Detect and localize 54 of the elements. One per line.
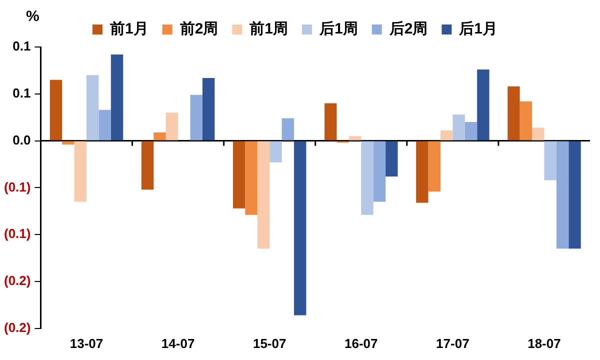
legend-label: 后1月 (458, 20, 498, 38)
x-tick-label: 18-07 (528, 336, 561, 351)
bar (202, 78, 215, 140)
legend-label: 后2周 (388, 20, 428, 38)
legend-label: 前1月 (108, 20, 148, 38)
y-axis-title: % (26, 8, 40, 25)
bar (98, 110, 111, 140)
legend-label: 前1周 (248, 20, 288, 38)
legend-label: 前2周 (178, 20, 218, 38)
x-tick-label: 16-07 (344, 336, 378, 351)
bar (86, 75, 99, 140)
bar (74, 141, 87, 202)
bar (568, 141, 581, 249)
bar (508, 86, 520, 140)
bar (440, 130, 453, 140)
y-tick-label: 0.1 (12, 85, 31, 100)
bar (282, 118, 294, 140)
y-tick-label: (0.2) (4, 273, 31, 288)
bar (190, 94, 202, 140)
bar (373, 141, 386, 202)
bar (428, 141, 440, 192)
bar (361, 141, 374, 215)
x-tick-label: 17-07 (436, 336, 470, 351)
bar (110, 54, 124, 140)
y-tick-label: (0.2) (4, 320, 31, 335)
y-tick-label: 0.0 (12, 132, 31, 148)
bar (416, 141, 428, 203)
bar (270, 141, 282, 162)
y-tick-label: (0.1) (4, 226, 31, 242)
bar (141, 141, 154, 190)
x-tick-label: 15-07 (252, 336, 286, 351)
y-tick-label: (0.1) (4, 179, 31, 194)
x-tick-label: 14-07 (161, 336, 195, 351)
bar (154, 132, 166, 140)
bar (62, 141, 74, 145)
bar (464, 122, 478, 140)
bar (245, 141, 258, 215)
bar (50, 80, 62, 140)
bar (544, 141, 556, 180)
bar (452, 114, 465, 140)
y-tick-label: 0.1 (12, 38, 31, 54)
bar (386, 141, 398, 176)
bar (166, 112, 178, 140)
bar (294, 141, 306, 316)
bar (532, 128, 544, 140)
bar (520, 101, 532, 140)
x-tick-label: 13-07 (70, 336, 104, 351)
bar (556, 141, 569, 249)
bar (477, 70, 490, 140)
bar (232, 141, 246, 208)
bar (348, 136, 362, 140)
bar (324, 103, 337, 140)
bar (257, 141, 270, 249)
legend-label: 后1周 (318, 20, 358, 38)
